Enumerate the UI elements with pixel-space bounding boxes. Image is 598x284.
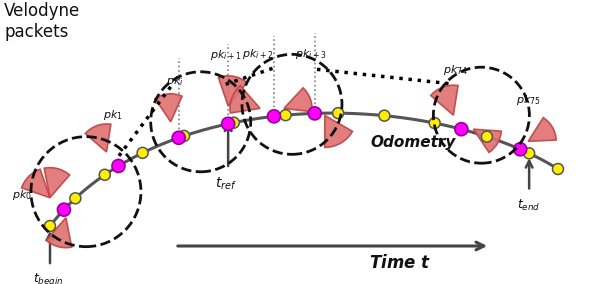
Text: $pk_{i+1}$: $pk_{i+1}$ (210, 48, 242, 62)
Circle shape (481, 131, 492, 142)
Text: $pk_{i+3}$: $pk_{i+3}$ (295, 47, 327, 61)
Text: $pk_{i+2}$: $pk_{i+2}$ (242, 47, 274, 61)
Text: $pk_0$: $pk_0$ (12, 188, 32, 202)
Circle shape (280, 110, 291, 121)
Wedge shape (230, 86, 260, 113)
Circle shape (429, 118, 440, 129)
Circle shape (332, 108, 344, 119)
Text: $pk_{74}$: $pk_{74}$ (443, 63, 468, 77)
Circle shape (70, 193, 81, 204)
Text: $pk_{75}$: $pk_{75}$ (516, 93, 541, 107)
Circle shape (222, 117, 234, 130)
Circle shape (137, 147, 148, 158)
Text: Velodyne
packets: Velodyne packets (4, 2, 80, 41)
Wedge shape (528, 118, 556, 141)
Circle shape (99, 169, 110, 180)
Wedge shape (46, 218, 72, 248)
Wedge shape (431, 85, 458, 115)
Text: Time $\bfit{t}$: Time $\bfit{t}$ (369, 254, 431, 272)
Wedge shape (155, 94, 182, 122)
Circle shape (112, 160, 125, 172)
Text: Odometry: Odometry (370, 135, 455, 149)
Text: $pk_1$: $pk_1$ (103, 108, 123, 122)
Circle shape (267, 110, 280, 123)
Wedge shape (325, 115, 352, 147)
Circle shape (379, 110, 390, 121)
Circle shape (524, 148, 535, 159)
Wedge shape (284, 88, 312, 112)
Wedge shape (44, 168, 69, 198)
Circle shape (57, 203, 71, 216)
Wedge shape (474, 129, 501, 153)
Wedge shape (218, 76, 247, 106)
Circle shape (455, 123, 468, 136)
Text: $pk_i$: $pk_i$ (166, 74, 184, 88)
Circle shape (172, 131, 185, 144)
Circle shape (553, 164, 563, 174)
Circle shape (44, 220, 56, 231)
Circle shape (309, 107, 321, 120)
Text: $t_{begin}$: $t_{begin}$ (33, 271, 63, 284)
Text: $t_{ref}$: $t_{ref}$ (215, 176, 237, 192)
Wedge shape (86, 124, 111, 152)
Circle shape (514, 143, 527, 156)
Text: $t_{end}$: $t_{end}$ (517, 198, 541, 214)
Circle shape (179, 130, 190, 141)
Wedge shape (22, 169, 50, 198)
Circle shape (228, 117, 239, 128)
